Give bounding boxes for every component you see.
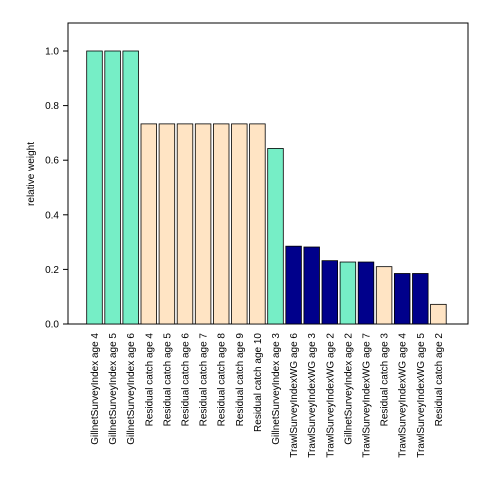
x-tick-label: GillnetSurveyIndex age 3 (271, 333, 282, 445)
bar (104, 50, 121, 325)
y-tick-label: 0.4 (45, 210, 59, 221)
bar (140, 123, 158, 325)
bar (158, 123, 176, 325)
x-tick-label: GillnetSurveyIndex age 4 (90, 333, 101, 445)
bar (303, 246, 320, 325)
x-tick-label: Residual catch age 5 (162, 333, 173, 427)
x-tick-label: Residual catch age 9 (235, 333, 246, 427)
x-tick-label: GillnetSurveyIndex age 2 (343, 333, 354, 445)
bar (285, 245, 302, 325)
bar (267, 148, 284, 325)
x-tick-label: Residual catch age 4 (144, 333, 155, 427)
x-tick-label: TrawlSurveyIndexWG age 4 (398, 333, 409, 458)
x-tick-label: Residual catch age 2 (434, 333, 445, 427)
x-tick-label: TrawlSurveyIndexWG age 2 (325, 333, 336, 458)
x-tick-label: GillnetSurveyIndex age 5 (108, 333, 119, 445)
bar (86, 50, 103, 325)
x-tick-label: Residual catch age 8 (217, 333, 228, 427)
y-axis: 0.0 0.2 0.4 0.6 0.8 1.0 (45, 47, 68, 331)
y-tick-label: 0.6 (45, 156, 59, 167)
x-tick-label: Residual catch age 7 (199, 333, 210, 427)
bar (430, 303, 447, 325)
bar (122, 50, 139, 325)
bar (249, 123, 266, 325)
x-tick-label: Residual catch age 6 (181, 333, 192, 427)
x-tick-label: TrawlSurveyIndexWG age 6 (289, 333, 300, 458)
x-tick-label: TrawlSurveyIndexWG age 7 (362, 333, 373, 458)
bar (212, 123, 230, 325)
x-tick-label: Residual catch age 3 (380, 333, 391, 427)
bar (231, 123, 248, 325)
y-tick-label: 1.0 (45, 47, 59, 58)
bar (357, 261, 375, 325)
y-tick-label: 0.0 (45, 320, 59, 331)
x-tick-label: Residual catch age 10 (253, 333, 264, 432)
y-tick-label: 0.2 (45, 265, 59, 276)
bar (321, 260, 339, 325)
bar (393, 273, 411, 325)
x-tick-label: TrawlSurveyIndexWG age 3 (307, 333, 318, 458)
y-axis-label: relative weight (26, 142, 37, 206)
bar (375, 266, 393, 325)
x-tick-label: TrawlSurveyIndexWG age 5 (416, 333, 427, 458)
x-tick-labels: GillnetSurveyIndex age 4 GillnetSurveyInd… (90, 333, 445, 458)
bar (176, 123, 194, 325)
bar (412, 273, 429, 325)
bar (339, 261, 357, 325)
bars (86, 50, 447, 325)
y-tick-label: 0.8 (45, 101, 59, 112)
x-tick-label: GillnetSurveyIndex age 6 (126, 333, 137, 445)
bar (194, 123, 212, 325)
